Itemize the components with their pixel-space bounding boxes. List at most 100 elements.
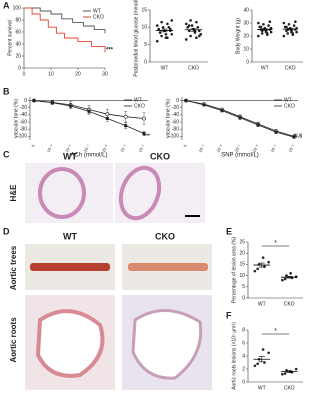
dot — [257, 34, 260, 38]
point — [105, 112, 110, 117]
dot — [268, 20, 272, 24]
dot — [195, 20, 198, 24]
dot — [282, 21, 286, 25]
dot — [261, 256, 265, 259]
error-bar — [286, 275, 293, 279]
point — [50, 101, 54, 105]
dot — [167, 26, 171, 29]
point — [220, 109, 224, 113]
column-header: CKO — [150, 151, 170, 161]
x-tick-label: 10⁻⁹ — [46, 143, 55, 153]
point — [87, 109, 91, 113]
legend-label: CKO — [93, 14, 104, 20]
dot — [294, 20, 297, 24]
dot — [189, 34, 192, 38]
y-tick-label: -100 — [169, 134, 179, 140]
y-tick-label: 20 — [15, 53, 21, 59]
row-label: Aortic trees — [9, 245, 18, 290]
x-tick-label: 0 — [182, 143, 188, 148]
annotation: * — [274, 240, 277, 247]
y-tick-label: -80 — [20, 127, 27, 133]
y-tick-label: 25 — [239, 239, 245, 245]
dot — [294, 367, 298, 371]
dot — [164, 32, 168, 36]
dot — [285, 369, 288, 372]
y-tick-label: 15 — [239, 262, 245, 268]
y-tick-label: 15 — [141, 7, 147, 13]
y-tick-label: 0 — [246, 59, 249, 65]
y-tick-label: 0 — [144, 59, 147, 65]
y-tick-label: 20 — [239, 251, 245, 257]
y-tick-label: 0 — [242, 295, 245, 301]
point — [292, 135, 296, 139]
point — [69, 104, 73, 108]
x-tick-label: CKO — [285, 65, 296, 71]
y-tick-label: -40 — [20, 112, 27, 118]
point — [124, 124, 128, 128]
dot — [292, 24, 296, 27]
error-bar — [258, 262, 265, 268]
survival-curve — [24, 7, 106, 53]
dot — [264, 30, 268, 34]
y-axis-label: Percent survival — [7, 20, 13, 56]
point — [123, 114, 128, 119]
panel-letter: F — [226, 310, 232, 320]
error-bar — [258, 356, 265, 363]
annotation: *** — [144, 134, 150, 140]
dot — [160, 34, 163, 38]
dot — [190, 24, 194, 27]
dot — [184, 22, 188, 26]
point — [142, 132, 146, 136]
x-tick-label: 10⁻⁵ — [119, 143, 128, 153]
panel-letter: B — [3, 86, 10, 96]
point — [274, 130, 278, 134]
dot — [295, 30, 298, 34]
y-tick-label: 5 — [242, 284, 245, 290]
y-tick-label: 10 — [239, 273, 245, 279]
x-tick-label: 10⁻⁴ — [137, 143, 146, 153]
x-tick-label: 10⁻⁵ — [269, 143, 278, 153]
x-tick-label: 10⁻⁸ — [215, 143, 224, 153]
dot — [198, 34, 201, 38]
dot — [281, 372, 284, 376]
dot — [257, 21, 260, 25]
x-tick-label: 0 — [23, 71, 26, 77]
y-axis-label: Postprandial blood glucose (mmol/L) — [133, 0, 139, 77]
dot — [170, 32, 174, 36]
y-tick-label: 60 — [15, 29, 21, 35]
legend-label: CKO — [134, 103, 145, 109]
x-tick-label: 10⁻⁸ — [64, 143, 73, 153]
root-section — [131, 309, 203, 380]
x-tick-label: WT — [261, 65, 269, 71]
dot — [283, 277, 287, 281]
error-bar — [161, 28, 168, 33]
point — [142, 116, 146, 121]
dot — [267, 260, 270, 264]
x-tick-label: CKO — [284, 385, 295, 391]
annotation: * — [274, 328, 277, 335]
y-tick-label: -20 — [172, 105, 179, 111]
panel-letter: C — [3, 149, 10, 159]
point — [105, 117, 109, 120]
dot — [155, 24, 159, 27]
y-axis-label: Aortic roots lesions (×10⁵ μm²) — [231, 322, 237, 390]
survival-curve — [24, 7, 106, 34]
dot — [164, 36, 168, 40]
dot — [269, 30, 273, 34]
dot — [199, 32, 203, 36]
y-tick-label: 8 — [242, 327, 245, 333]
dot — [184, 38, 188, 41]
vessel — [118, 165, 162, 221]
y-tick-label: 10 — [141, 25, 147, 31]
x-tick-label: CKO — [188, 65, 199, 71]
x-tick-label: WT — [258, 385, 266, 391]
dot — [169, 27, 172, 31]
x-tick-label: 10⁻⁷ — [233, 143, 242, 153]
y-tick-label: -20 — [20, 105, 27, 111]
y-axis-label: Percentage of lesion area (%) — [231, 237, 237, 303]
legend-label: WT — [93, 8, 101, 14]
y-tick-label: 10 — [243, 46, 249, 52]
dot — [158, 31, 162, 34]
y-tick-label: -60 — [172, 119, 179, 125]
dot — [186, 26, 189, 29]
